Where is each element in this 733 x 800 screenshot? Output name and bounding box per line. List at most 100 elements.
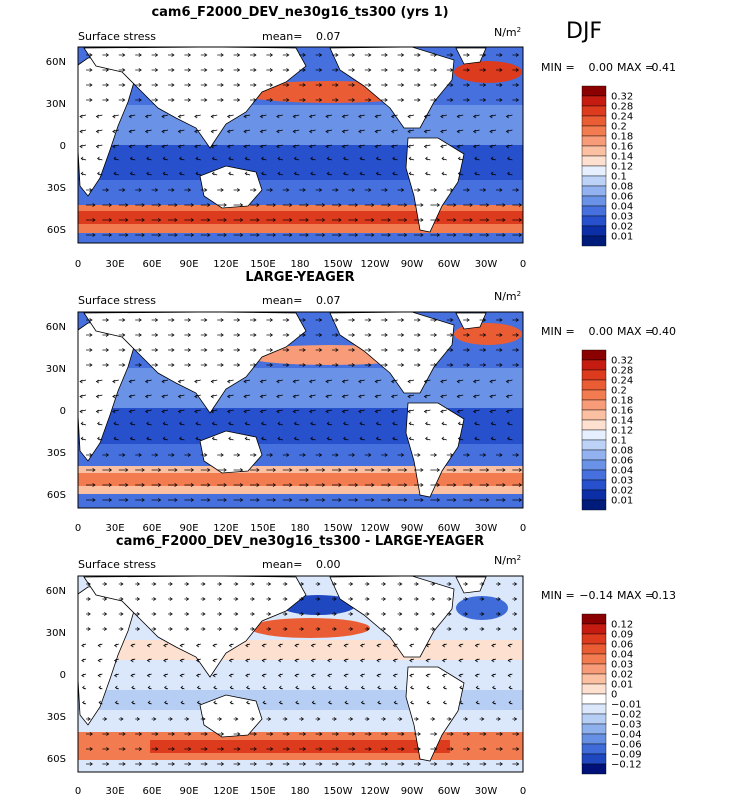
wind-arrow-head: [384, 732, 389, 736]
wind-arrow-head: [350, 612, 354, 616]
wind-arrow-head: [153, 597, 157, 601]
wind-arrow-head: [472, 129, 477, 134]
wind-arrow-head: [171, 318, 175, 322]
wind-arrow-head: [328, 700, 331, 705]
wind-arrow-head: [415, 597, 419, 601]
wind-arrow-head: [475, 685, 479, 690]
wind-arrow-head: [155, 98, 159, 102]
wind-arrow-head: [204, 188, 208, 192]
wind-arrow-head: [432, 612, 436, 616]
wind-arrow-head: [328, 685, 331, 690]
wind-arrow-head: [492, 685, 495, 690]
wind-arrow-head: [305, 218, 309, 222]
colorbar-tick-label: −0.03: [611, 720, 642, 731]
wind-arrow-head: [104, 612, 108, 616]
wind-arrow-head: [81, 658, 85, 663]
wind-arrow-head: [293, 171, 297, 176]
wind-arrow-head: [79, 114, 83, 119]
wind-arrow-head: [456, 144, 460, 149]
x-tick: 180: [290, 523, 309, 534]
wind-arrow-head: [483, 333, 487, 337]
wind-arrow-head: [469, 498, 473, 502]
wind-arrow-head: [472, 144, 477, 149]
wind-arrow-head: [417, 98, 421, 102]
x-tick: 60W: [438, 259, 461, 270]
colorbar-swatch: [581, 95, 607, 107]
wind-arrow-head: [302, 318, 306, 322]
wind-arrow-head: [351, 83, 356, 87]
wind-arrow-head: [261, 436, 264, 441]
wind-arrow-head: [433, 68, 438, 72]
wind-arrow-head: [161, 394, 165, 399]
wind-arrow-head: [136, 717, 141, 721]
wind-arrow-head: [423, 394, 427, 399]
wind-arrow-head: [220, 363, 224, 367]
colorbar-swatch: [581, 349, 607, 361]
colorbar-tick-label: 0.2: [611, 386, 627, 397]
colorbar-tick-label: 0.06: [611, 640, 633, 651]
wind-arrow-head: [269, 188, 274, 192]
wind-arrow-head: [374, 409, 378, 414]
wind-arrow-head: [441, 171, 445, 176]
wind-arrow-head: [417, 747, 421, 751]
wind-arrow-head: [344, 685, 348, 690]
wind-arrow-head: [190, 203, 195, 207]
colorbar-swatch: [581, 359, 607, 371]
wind-arrow-head: [354, 233, 359, 237]
wind-arrow-head: [186, 597, 190, 601]
wind-arrow-head: [292, 129, 296, 134]
wind-arrow-head: [317, 582, 321, 586]
wind-arrow-head: [302, 732, 307, 736]
wind-arrow-head: [212, 658, 216, 663]
wind-arrow-head: [338, 483, 342, 487]
wind-arrow-head: [384, 98, 388, 102]
wind-arrow-head: [305, 468, 309, 472]
wind-arrow-head: [351, 318, 356, 322]
wind-arrow-head: [106, 732, 110, 736]
wind-arrow-head: [278, 700, 282, 705]
wind-arrow-head: [122, 188, 126, 192]
wind-arrow-head: [404, 498, 408, 502]
panel-2-colorbar: 0.320.280.240.20.180.160.140.120.10.080.…: [581, 349, 633, 511]
panel-2-frame: [77, 311, 524, 509]
wind-arrow-head: [351, 348, 356, 352]
wind-arrow-head: [79, 394, 83, 399]
wind-arrow-head: [138, 762, 143, 766]
wind-arrow-head: [158, 233, 162, 237]
wind-arrow-head: [105, 333, 110, 337]
colorbar-tick-label: 0.03: [611, 476, 633, 487]
wind-arrow-head: [187, 68, 192, 72]
wind-arrow-head: [187, 333, 192, 337]
wind-arrow-head: [210, 144, 214, 149]
wind-arrow-head: [319, 453, 323, 457]
wind-arrow-head: [322, 468, 326, 472]
wind-arrow-head: [508, 700, 512, 705]
wind-arrow-head: [358, 144, 362, 149]
wind-arrow-head: [341, 144, 345, 149]
wind-arrow-head: [457, 156, 461, 161]
wind-arrow-head: [325, 144, 329, 149]
colorbar-tick-label: 0.01: [611, 496, 633, 507]
wind-arrow-head: [401, 348, 405, 352]
panel-1-land: [77, 46, 487, 233]
wind-arrow-head: [95, 144, 99, 149]
wind-arrow-head: [171, 53, 175, 57]
wind-arrow-head: [491, 658, 495, 663]
x-tick: 150E: [250, 786, 275, 797]
wind-arrow-head: [128, 114, 132, 119]
wind-arrow-head: [226, 114, 231, 119]
wind-arrow-head: [122, 68, 126, 72]
wind-arrow-head: [226, 394, 231, 399]
wind-arrow-head: [245, 643, 249, 648]
wind-arrow-head: [311, 685, 315, 690]
wind-arrow-head: [146, 658, 150, 663]
wind-arrow-head: [174, 483, 178, 487]
wind-arrow-head: [474, 673, 478, 678]
colorbar-swatch: [581, 399, 607, 411]
wind-arrow-head: [220, 98, 224, 102]
wind-arrow-head: [450, 318, 454, 322]
wind-arrow-head: [341, 114, 345, 119]
panel-3-title: cam6_F2000_DEV_ne30g16_ts300 - LARGE-YEA…: [116, 534, 484, 549]
wind-arrow-head: [450, 188, 454, 192]
wind-arrow-head: [187, 348, 192, 352]
